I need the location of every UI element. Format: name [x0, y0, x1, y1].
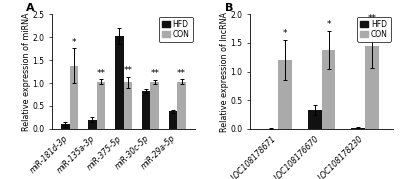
Legend: HFD, CON: HFD, CON [357, 17, 391, 42]
Bar [88, 120, 97, 129]
Bar [115, 36, 124, 129]
Bar [322, 50, 336, 129]
Bar [97, 82, 105, 129]
Text: **: ** [96, 69, 105, 78]
Bar [351, 128, 365, 129]
Text: **: ** [124, 66, 132, 75]
Text: **: ** [367, 14, 376, 23]
Bar [61, 124, 70, 129]
Text: **: ** [177, 69, 186, 78]
Text: A: A [26, 3, 35, 13]
Bar [142, 91, 150, 129]
Bar [308, 110, 322, 129]
Bar [278, 60, 292, 129]
Bar [150, 82, 159, 129]
Text: *: * [283, 29, 288, 38]
Bar [169, 112, 177, 129]
Text: B: B [225, 3, 233, 13]
Y-axis label: Relative expression of lncRNA: Relative expression of lncRNA [220, 12, 229, 132]
Bar [124, 82, 132, 129]
Bar [70, 66, 78, 129]
Text: *: * [72, 38, 76, 47]
Text: **: ** [150, 69, 159, 78]
Bar [177, 82, 186, 129]
Legend: HFD, CON: HFD, CON [159, 17, 192, 42]
Y-axis label: Relative expression of miRNA: Relative expression of miRNA [22, 12, 31, 131]
Text: *: * [326, 20, 331, 29]
Bar [365, 46, 379, 129]
